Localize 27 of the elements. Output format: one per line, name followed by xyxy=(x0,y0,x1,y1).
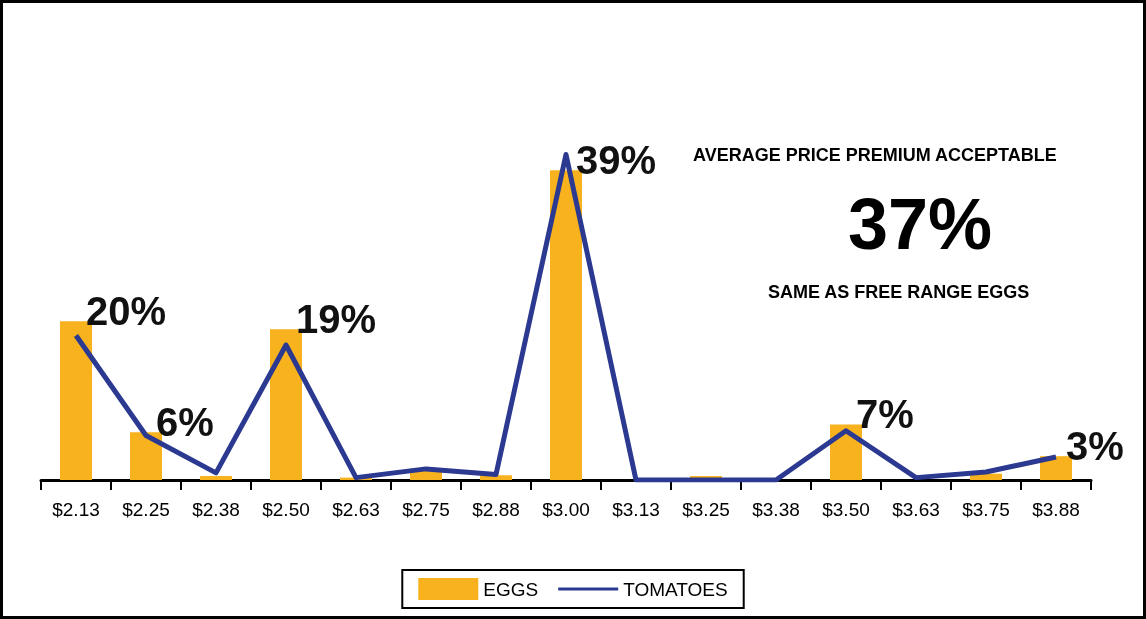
x-tick-label: $2.63 xyxy=(332,499,380,520)
x-tick-label: $2.88 xyxy=(472,499,520,520)
legend-label: EGGS xyxy=(483,578,539,600)
data-label: 3% xyxy=(1066,424,1124,469)
x-tick-label: $2.25 xyxy=(122,499,170,520)
legend-label: TOMATOES xyxy=(623,578,728,600)
x-tick-label: $3.50 xyxy=(822,499,870,520)
bar xyxy=(200,476,232,480)
data-label: 7% xyxy=(856,392,914,437)
x-tick-label: $2.75 xyxy=(402,499,450,520)
x-tick-label: $2.50 xyxy=(262,499,310,520)
x-tick-label: $3.75 xyxy=(962,499,1010,520)
x-tick-label: $2.38 xyxy=(192,499,240,520)
x-tick-label: $3.13 xyxy=(612,499,660,520)
x-tick-label: $3.63 xyxy=(892,499,940,520)
data-label: 6% xyxy=(156,400,214,445)
x-tick-label: $3.38 xyxy=(752,499,800,520)
data-label: 19% xyxy=(296,297,377,342)
x-tick-label: $3.00 xyxy=(542,499,590,520)
data-label: 39% xyxy=(576,138,657,183)
annotation: SAME AS FREE RANGE EGGS xyxy=(768,282,1030,302)
x-tick-label: $2.13 xyxy=(52,499,100,520)
x-tick-label: $3.25 xyxy=(682,499,730,520)
data-label: 20% xyxy=(86,289,167,334)
annotation: AVERAGE PRICE PREMIUM ACCEPTABLE xyxy=(693,145,1057,165)
x-tick-label: $3.88 xyxy=(1032,499,1080,520)
annotation: 37% xyxy=(848,184,993,264)
